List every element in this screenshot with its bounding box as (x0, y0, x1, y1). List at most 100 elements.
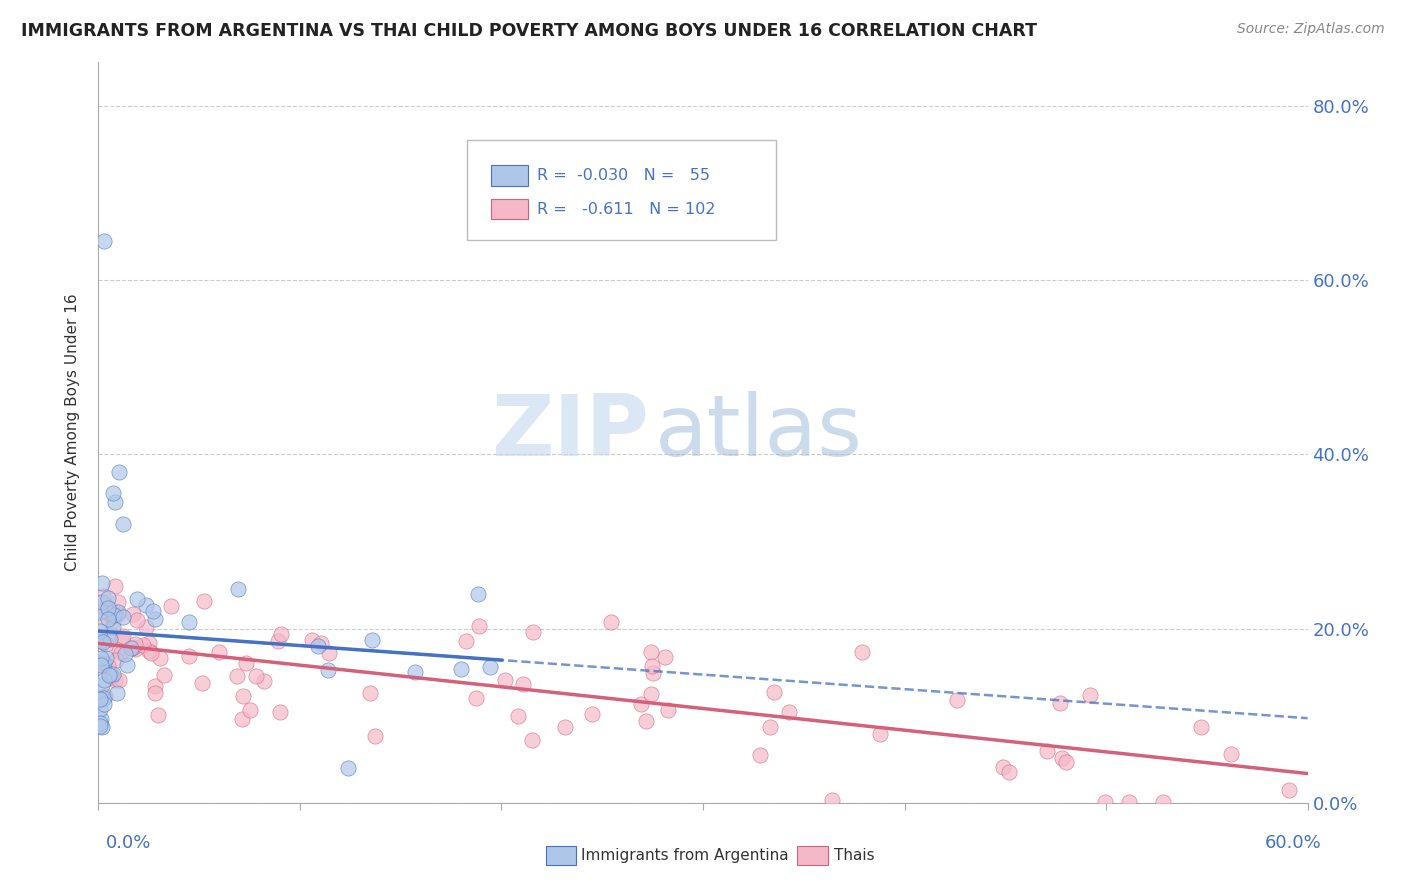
Bar (492, 199, 527, 219)
Text: 0.0%: 0.0% (105, 834, 150, 852)
Point (554, 720, 576, 734)
Point (654, 650, 676, 665)
Point (361, 632, 384, 647)
Point (104, 673, 127, 688)
Point (103, 607, 125, 622)
Point (114, 647, 136, 661)
Point (159, 599, 181, 614)
Point (93, 234, 115, 248)
Text: Thais: Thais (834, 848, 875, 863)
Point (1094, 795, 1116, 809)
Point (121, 641, 143, 656)
Point (89, 624, 111, 638)
Point (103, 495, 125, 509)
Point (96, 591, 118, 606)
Point (101, 603, 124, 617)
Bar (492, 165, 527, 186)
Y-axis label: Child Poverty Among Boys Under 16: Child Poverty Among Boys Under 16 (65, 293, 80, 572)
Point (657, 703, 679, 717)
Point (94, 637, 117, 651)
Point (1049, 696, 1071, 710)
Point (90, 595, 112, 609)
Point (90, 690, 112, 704)
Point (758, 720, 780, 734)
Point (100, 670, 122, 684)
Point (107, 595, 129, 609)
Point (139, 647, 162, 661)
Point (122, 640, 145, 654)
Point (91, 635, 114, 649)
Point (1220, 747, 1243, 761)
Point (101, 486, 124, 500)
Point (235, 656, 257, 670)
Point (89, 657, 111, 672)
Point (1277, 783, 1299, 797)
Point (190, 676, 212, 690)
Text: Source: ZipAtlas.com: Source: ZipAtlas.com (1237, 22, 1385, 37)
Point (153, 667, 176, 681)
Point (1118, 795, 1140, 809)
Point (89, 702, 111, 716)
Point (149, 651, 172, 665)
Point (636, 714, 658, 728)
Point (108, 673, 131, 687)
Point (640, 645, 662, 659)
Point (91, 576, 114, 591)
Point (245, 669, 267, 683)
Point (1054, 755, 1077, 769)
Point (179, 615, 201, 630)
Point (103, 620, 125, 634)
Point (1189, 720, 1212, 734)
Point (494, 673, 516, 687)
Point (97, 606, 120, 620)
Point (307, 640, 329, 654)
Point (112, 609, 135, 624)
Point (454, 633, 477, 648)
Point (90, 720, 112, 734)
Point (318, 647, 340, 661)
Point (115, 657, 138, 672)
Point (110, 646, 132, 660)
Point (778, 705, 800, 719)
Point (124, 641, 146, 656)
Text: R =  -0.030   N =   55: R = -0.030 N = 55 (537, 169, 710, 183)
Point (93, 690, 115, 705)
Point (143, 679, 166, 693)
Point (135, 620, 157, 634)
Point (90, 617, 112, 632)
Point (336, 761, 359, 775)
Point (90, 650, 112, 665)
Point (581, 706, 603, 721)
Point (142, 604, 165, 618)
Point (89, 631, 111, 645)
Point (98, 668, 121, 682)
Text: Immigrants from Argentina: Immigrants from Argentina (581, 848, 789, 863)
Point (94, 651, 117, 665)
Point (107, 607, 129, 622)
Point (89, 691, 111, 706)
Point (450, 662, 472, 676)
Point (145, 686, 167, 700)
Point (193, 593, 215, 607)
Point (97, 612, 120, 626)
Text: ZIP: ZIP (491, 391, 648, 475)
Point (112, 629, 135, 643)
Point (105, 685, 128, 699)
Point (464, 690, 486, 705)
Point (749, 747, 772, 762)
Point (226, 582, 249, 596)
Point (124, 637, 146, 651)
Point (522, 624, 544, 639)
Point (301, 633, 323, 648)
Point (93, 698, 115, 712)
Point (111, 517, 134, 532)
Point (179, 649, 201, 664)
Point (641, 658, 664, 673)
Point (93, 673, 115, 688)
Point (143, 611, 166, 625)
Point (90, 633, 112, 648)
Point (316, 663, 339, 677)
Point (359, 686, 381, 700)
Point (998, 765, 1021, 780)
Point (96, 603, 118, 617)
